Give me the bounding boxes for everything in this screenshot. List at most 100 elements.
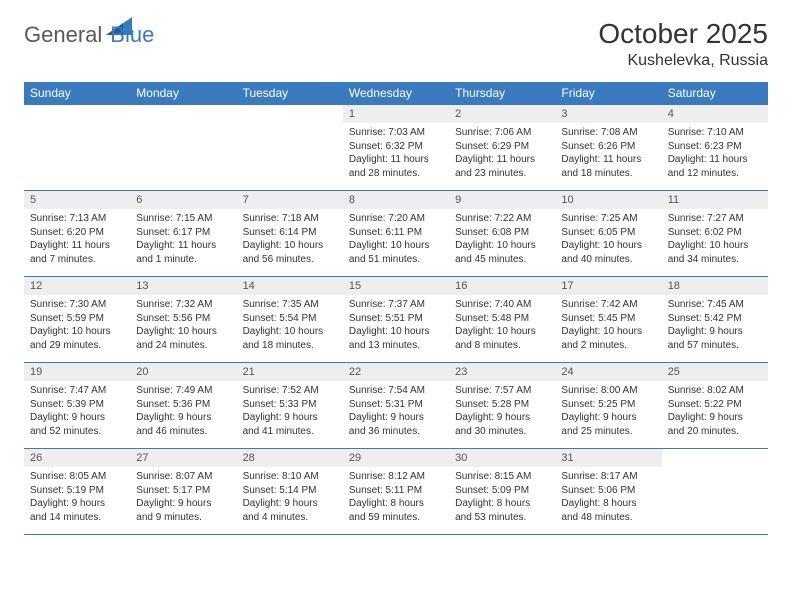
calendar-empty-cell	[130, 105, 236, 191]
day-number: 19	[24, 363, 130, 381]
calendar-day-cell: 23Sunrise: 7:57 AMSunset: 5:28 PMDayligh…	[449, 363, 555, 449]
day-number: 6	[130, 191, 236, 209]
calendar-week-row: 12Sunrise: 7:30 AMSunset: 5:59 PMDayligh…	[24, 277, 768, 363]
day-number: 22	[343, 363, 449, 381]
daylight-line: Daylight: 9 hours and 20 minutes.	[668, 411, 762, 438]
sunset-line: Sunset: 5:25 PM	[561, 398, 655, 412]
day-content: Sunrise: 7:08 AMSunset: 6:26 PMDaylight:…	[555, 123, 661, 184]
daylight-line: Daylight: 10 hours and 51 minutes.	[349, 239, 443, 266]
daylight-line: Daylight: 8 hours and 59 minutes.	[349, 497, 443, 524]
day-content: Sunrise: 7:15 AMSunset: 6:17 PMDaylight:…	[130, 209, 236, 270]
sunset-line: Sunset: 5:22 PM	[668, 398, 762, 412]
day-number: 11	[662, 191, 768, 209]
weekday-header: Wednesday	[343, 82, 449, 105]
daylight-line: Daylight: 9 hours and 9 minutes.	[136, 497, 230, 524]
daylight-line: Daylight: 11 hours and 18 minutes.	[561, 153, 655, 180]
day-number: 18	[662, 277, 768, 295]
sunrise-line: Sunrise: 7:37 AM	[349, 298, 443, 312]
title-block: October 2025 Kushelevka, Russia	[598, 18, 768, 70]
sunset-line: Sunset: 5:48 PM	[455, 312, 549, 326]
sunset-line: Sunset: 5:14 PM	[243, 484, 337, 498]
day-content: Sunrise: 7:10 AMSunset: 6:23 PMDaylight:…	[662, 123, 768, 184]
day-content: Sunrise: 8:05 AMSunset: 5:19 PMDaylight:…	[24, 467, 130, 528]
daylight-line: Daylight: 10 hours and 8 minutes.	[455, 325, 549, 352]
day-number: 26	[24, 449, 130, 467]
calendar-empty-cell	[24, 105, 130, 191]
sunrise-line: Sunrise: 7:18 AM	[243, 212, 337, 226]
weekday-header: Friday	[555, 82, 661, 105]
sunrise-line: Sunrise: 7:08 AM	[561, 126, 655, 140]
sunrise-line: Sunrise: 8:15 AM	[455, 470, 549, 484]
daylight-line: Daylight: 10 hours and 2 minutes.	[561, 325, 655, 352]
sunset-line: Sunset: 5:19 PM	[30, 484, 124, 498]
day-content: Sunrise: 7:35 AMSunset: 5:54 PMDaylight:…	[237, 295, 343, 356]
calendar-day-cell: 24Sunrise: 8:00 AMSunset: 5:25 PMDayligh…	[555, 363, 661, 449]
day-number: 2	[449, 105, 555, 123]
calendar-day-cell: 26Sunrise: 8:05 AMSunset: 5:19 PMDayligh…	[24, 449, 130, 535]
sunrise-line: Sunrise: 7:35 AM	[243, 298, 337, 312]
day-content: Sunrise: 7:22 AMSunset: 6:08 PMDaylight:…	[449, 209, 555, 270]
day-content: Sunrise: 8:10 AMSunset: 5:14 PMDaylight:…	[237, 467, 343, 528]
calendar-day-cell: 8Sunrise: 7:20 AMSunset: 6:11 PMDaylight…	[343, 191, 449, 277]
day-content: Sunrise: 8:12 AMSunset: 5:11 PMDaylight:…	[343, 467, 449, 528]
brand-logo: General Blue	[24, 22, 154, 48]
day-content: Sunrise: 7:57 AMSunset: 5:28 PMDaylight:…	[449, 381, 555, 442]
calendar-day-cell: 17Sunrise: 7:42 AMSunset: 5:45 PMDayligh…	[555, 277, 661, 363]
brand-text-2: Blue	[110, 22, 154, 48]
day-number: 29	[343, 449, 449, 467]
sunrise-line: Sunrise: 8:07 AM	[136, 470, 230, 484]
sunrise-line: Sunrise: 7:27 AM	[668, 212, 762, 226]
sunset-line: Sunset: 6:23 PM	[668, 140, 762, 154]
daylight-line: Daylight: 10 hours and 29 minutes.	[30, 325, 124, 352]
daylight-line: Daylight: 10 hours and 45 minutes.	[455, 239, 549, 266]
calendar-day-cell: 12Sunrise: 7:30 AMSunset: 5:59 PMDayligh…	[24, 277, 130, 363]
calendar-day-cell: 3Sunrise: 7:08 AMSunset: 6:26 PMDaylight…	[555, 105, 661, 191]
day-number: 8	[343, 191, 449, 209]
sunrise-line: Sunrise: 7:30 AM	[30, 298, 124, 312]
day-number: 9	[449, 191, 555, 209]
location-label: Kushelevka, Russia	[598, 52, 768, 70]
daylight-line: Daylight: 11 hours and 1 minute.	[136, 239, 230, 266]
sunrise-line: Sunrise: 8:10 AM	[243, 470, 337, 484]
sunset-line: Sunset: 5:56 PM	[136, 312, 230, 326]
sunrise-line: Sunrise: 7:06 AM	[455, 126, 549, 140]
sunrise-line: Sunrise: 8:12 AM	[349, 470, 443, 484]
day-content: Sunrise: 7:06 AMSunset: 6:29 PMDaylight:…	[449, 123, 555, 184]
daylight-line: Daylight: 9 hours and 57 minutes.	[668, 325, 762, 352]
sunrise-line: Sunrise: 7:47 AM	[30, 384, 124, 398]
sunset-line: Sunset: 5:51 PM	[349, 312, 443, 326]
sunset-line: Sunset: 5:17 PM	[136, 484, 230, 498]
sunrise-line: Sunrise: 7:03 AM	[349, 126, 443, 140]
sunset-line: Sunset: 5:39 PM	[30, 398, 124, 412]
day-content: Sunrise: 7:45 AMSunset: 5:42 PMDaylight:…	[662, 295, 768, 356]
day-number: 13	[130, 277, 236, 295]
day-content: Sunrise: 7:37 AMSunset: 5:51 PMDaylight:…	[343, 295, 449, 356]
daylight-line: Daylight: 10 hours and 56 minutes.	[243, 239, 337, 266]
day-number: 12	[24, 277, 130, 295]
day-number: 28	[237, 449, 343, 467]
calendar-week-row: 1Sunrise: 7:03 AMSunset: 6:32 PMDaylight…	[24, 105, 768, 191]
daylight-line: Daylight: 9 hours and 41 minutes.	[243, 411, 337, 438]
day-number: 30	[449, 449, 555, 467]
weekday-header: Tuesday	[237, 82, 343, 105]
day-number: 21	[237, 363, 343, 381]
sunset-line: Sunset: 6:11 PM	[349, 226, 443, 240]
daylight-line: Daylight: 9 hours and 46 minutes.	[136, 411, 230, 438]
page-title: October 2025	[598, 18, 768, 50]
day-number: 4	[662, 105, 768, 123]
calendar-day-cell: 6Sunrise: 7:15 AMSunset: 6:17 PMDaylight…	[130, 191, 236, 277]
daylight-line: Daylight: 9 hours and 36 minutes.	[349, 411, 443, 438]
sunrise-line: Sunrise: 7:10 AM	[668, 126, 762, 140]
day-number: 15	[343, 277, 449, 295]
calendar-day-cell: 11Sunrise: 7:27 AMSunset: 6:02 PMDayligh…	[662, 191, 768, 277]
day-content: Sunrise: 7:52 AMSunset: 5:33 PMDaylight:…	[237, 381, 343, 442]
sunset-line: Sunset: 6:08 PM	[455, 226, 549, 240]
calendar-day-cell: 10Sunrise: 7:25 AMSunset: 6:05 PMDayligh…	[555, 191, 661, 277]
calendar-day-cell: 18Sunrise: 7:45 AMSunset: 5:42 PMDayligh…	[662, 277, 768, 363]
sunset-line: Sunset: 5:42 PM	[668, 312, 762, 326]
sunrise-line: Sunrise: 7:49 AM	[136, 384, 230, 398]
calendar-day-cell: 29Sunrise: 8:12 AMSunset: 5:11 PMDayligh…	[343, 449, 449, 535]
sunset-line: Sunset: 6:29 PM	[455, 140, 549, 154]
sunrise-line: Sunrise: 8:05 AM	[30, 470, 124, 484]
sunrise-line: Sunrise: 8:17 AM	[561, 470, 655, 484]
